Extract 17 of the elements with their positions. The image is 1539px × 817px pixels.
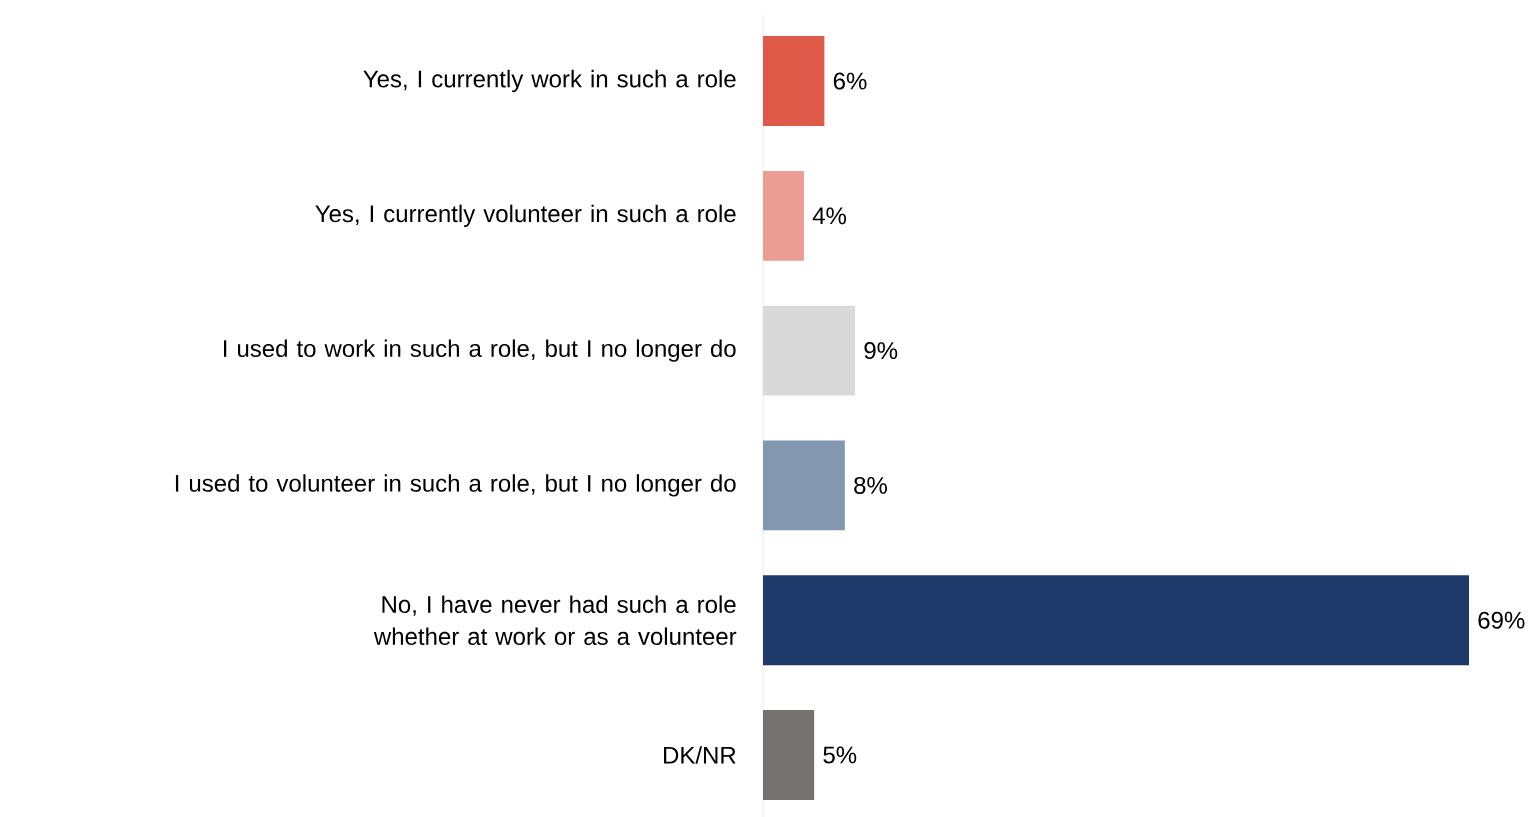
data-label: 69% [1478,611,1525,629]
data-label: 9% [864,342,898,360]
y-tick-label: Yes, I currently volunteer in such a role [315,204,736,228]
bar [763,36,825,126]
data-label: 8% [854,476,887,494]
bar [763,575,1469,666]
data-label: 6% [833,72,867,90]
y-tick-label: Yes, I currently work in such a role [363,69,736,93]
y-tick-label: No, I have never had such a role whether at work or as a volunteer [373,595,737,646]
data-label: 5% [823,746,857,764]
data-label: 4% [812,207,847,225]
bar [763,710,815,800]
bar [763,440,845,531]
y-tick-label: I used to work in such a role, but I no longer do [224,339,736,362]
y-tick-label: DK/NR [664,746,736,764]
bar [763,170,804,261]
y-tick-label: I used to volunteer in such a role, but I no longer do [175,474,736,497]
